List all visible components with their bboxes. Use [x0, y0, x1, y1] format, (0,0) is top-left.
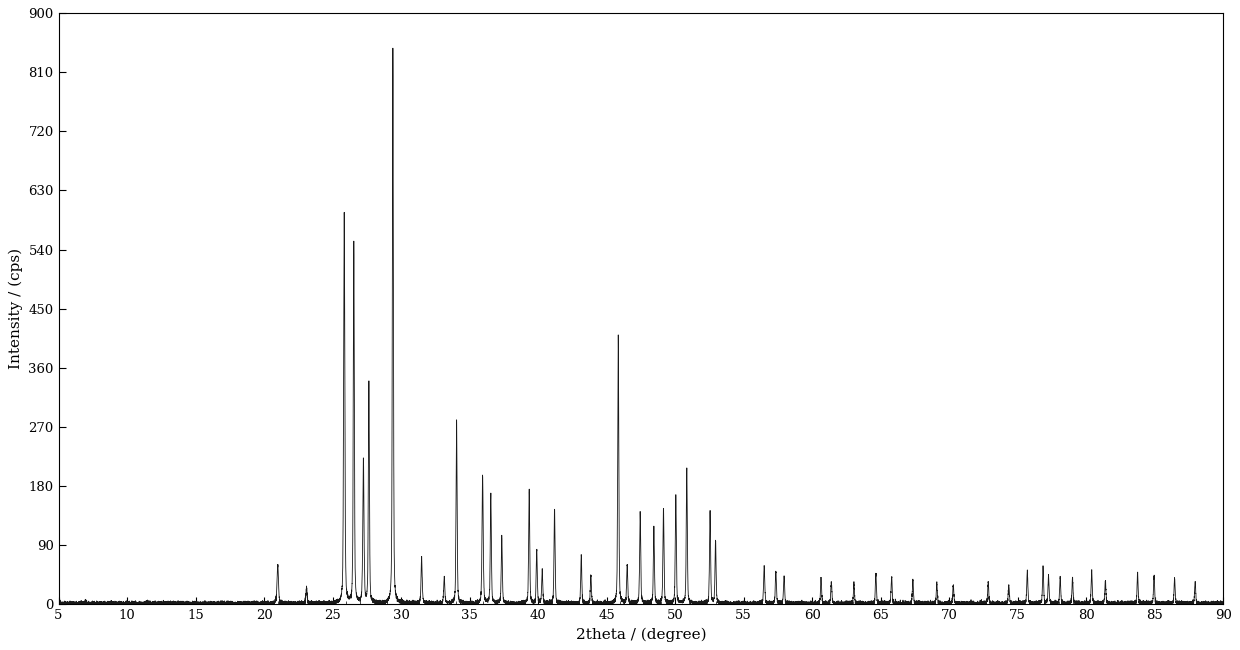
Y-axis label: Intensity / (cps): Intensity / (cps) — [9, 248, 22, 369]
X-axis label: 2theta / (degree): 2theta / (degree) — [575, 627, 707, 642]
